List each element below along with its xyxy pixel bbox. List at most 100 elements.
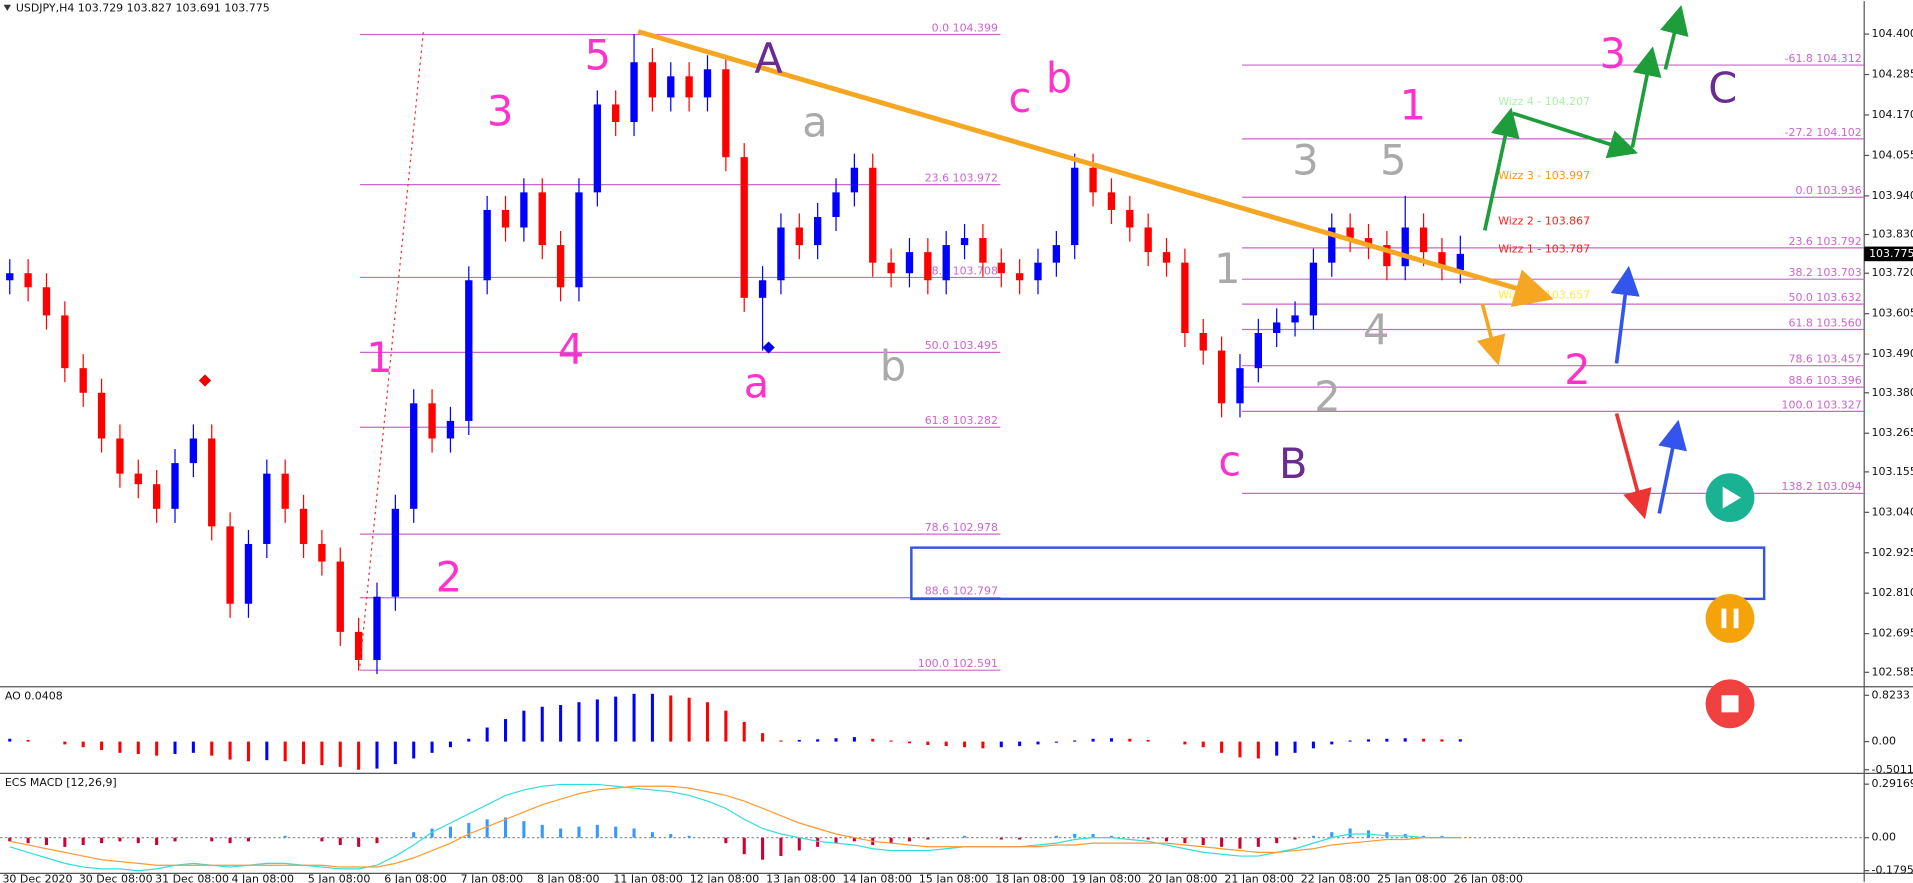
x-tick-label: 8 Jan 08:00 (537, 872, 599, 883)
candle-body (1236, 368, 1244, 404)
x-tick-label: 5 Jan 08:00 (308, 872, 370, 883)
wave-label: A (754, 34, 783, 83)
candle-body (960, 238, 969, 246)
y-tick-label: 103.040 (1872, 505, 1913, 518)
fractal-marker (762, 341, 775, 354)
pause-button[interactable] (1705, 594, 1755, 643)
fib-label: 100.0 102.591 (918, 657, 998, 670)
candle-body (612, 104, 620, 123)
candle-body (42, 287, 51, 316)
fractal-marker (198, 374, 212, 387)
candle-body (244, 543, 253, 604)
x-tick-label: 7 Jan 08:00 (461, 872, 523, 883)
y-tick-label: 103.490 (1872, 347, 1913, 360)
candle-body (465, 280, 473, 421)
candle-body (887, 262, 895, 274)
x-tick-label: 15 Jan 08:00 (919, 872, 988, 883)
candle-body (740, 157, 748, 298)
candle-body (208, 438, 216, 527)
wave-label: 3 (1600, 29, 1626, 78)
y-tick-label: 104.055 (1872, 148, 1913, 161)
ao-title: AO 0.0408 (5, 689, 63, 702)
candle-body (373, 596, 381, 661)
y-tick-label: -0.17956 (1872, 864, 1913, 877)
candle-body (410, 403, 418, 509)
wave-label: 2 (1564, 345, 1590, 394)
x-tick-label: 13 Jan 08:00 (766, 872, 835, 883)
x-tick-label: 25 Jan 08:00 (1377, 872, 1446, 883)
y-tick-label: 0.29169 (1872, 777, 1913, 790)
candle-body (24, 273, 32, 288)
stop-button[interactable] (1705, 679, 1755, 729)
macd-title: ECS MACD [12,26,9] (5, 776, 117, 789)
fib-label: -27.2 104.102 (1785, 126, 1862, 139)
fib-label: 50.0 103.495 (925, 339, 998, 352)
arrow (1482, 107, 1520, 231)
x-tick-label: 20 Jan 08:00 (1148, 872, 1217, 883)
candle-body (1144, 227, 1152, 253)
candle-body (997, 262, 1005, 274)
candle-body (942, 245, 950, 281)
candle-body (354, 631, 363, 661)
y-tick-label: 104.400 (1872, 27, 1913, 40)
target-zone (910, 546, 1766, 601)
candle-body (1346, 227, 1354, 239)
y-tick-label: 104.170 (1872, 108, 1913, 121)
y-tick-label: 103.155 (1872, 465, 1913, 478)
y-tick-label: 103.605 (1872, 307, 1913, 320)
candle-body (446, 420, 455, 439)
candle-body (703, 69, 712, 98)
y-tick-label: 0.00 (1872, 735, 1896, 748)
fib-label: -61.8 104.312 (1785, 52, 1862, 65)
arrow (1512, 111, 1638, 159)
candles (6, 34, 1464, 675)
wizz-label: Wizz 0 - 103.657 (1498, 288, 1590, 301)
candle-body (1328, 227, 1336, 263)
play-button[interactable] (1705, 473, 1755, 523)
candle-body (520, 192, 528, 228)
wave-label: c (1009, 73, 1032, 122)
candle-body (483, 209, 491, 281)
candle-body (263, 473, 271, 544)
x-tick-label: 19 Jan 08:00 (1072, 872, 1141, 883)
candle-body (1291, 315, 1299, 323)
candle-body (116, 438, 124, 474)
candle-body (134, 473, 142, 485)
y-tick-label: 103.265 (1872, 426, 1913, 439)
wizz-label: Wizz 4 - 104.207 (1498, 95, 1590, 108)
y-tick-label: 0.00 (1872, 831, 1896, 844)
y-tick-label: 103.720 (1872, 266, 1913, 279)
x-tick-label: 30 Dec 2020 (2, 872, 72, 883)
fib-label: 78.6 102.978 (925, 521, 998, 534)
wave-label: C (1708, 63, 1737, 112)
wave-label: 2 (1314, 372, 1340, 421)
fib-label: 88.6 102.797 (925, 585, 998, 598)
arrow (1476, 303, 1506, 366)
candle-body (428, 403, 436, 439)
candle-body (1034, 262, 1042, 281)
x-tick-label: 6 Jan 08:00 (384, 872, 446, 883)
candle-body (1383, 245, 1391, 267)
candle-body (1401, 227, 1409, 267)
arrow (1630, 46, 1662, 148)
symbol-caret (3, 4, 11, 11)
fib-label: 78.6 103.457 (1788, 353, 1861, 366)
y-tick-label: 102.585 (1872, 665, 1913, 678)
x-tick-label: 12 Jan 08:00 (690, 872, 759, 883)
fib-label: 61.8 103.560 (1788, 316, 1861, 329)
candle-body (667, 76, 675, 98)
fib-label: 0.0 104.399 (932, 21, 998, 34)
candle-body (1052, 245, 1061, 263)
wave-label: c (1218, 437, 1241, 486)
wave-label: 4 (558, 324, 584, 373)
trade-buttons (1705, 473, 1755, 729)
candle-body (391, 508, 400, 597)
fib-label: 88.6 103.396 (1788, 374, 1861, 387)
y-tick-label: 0.8233 (1872, 688, 1910, 701)
candle-body (832, 192, 840, 217)
candle-body (648, 62, 657, 98)
